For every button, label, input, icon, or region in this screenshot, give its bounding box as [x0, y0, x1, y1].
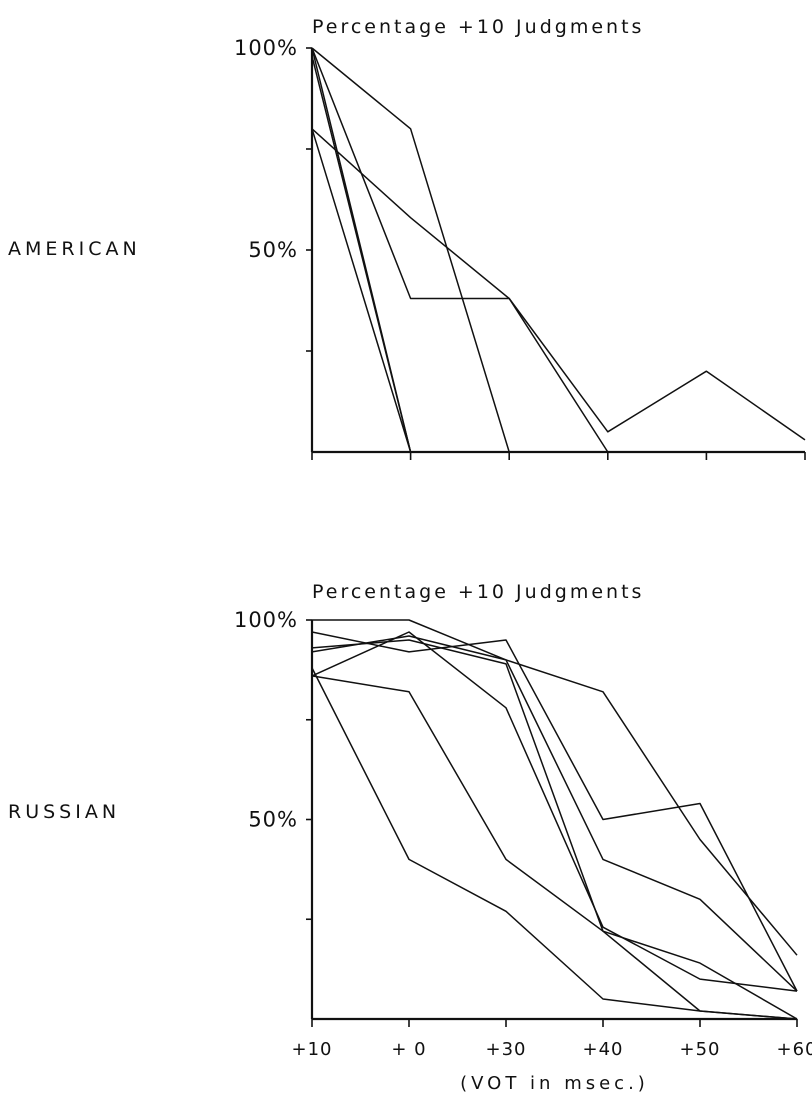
chart-0-y-tick-label: 50% [248, 238, 298, 262]
chart-0-panel: AMERICAN Percentage +10 Judgments 100% 50% [8, 16, 806, 460]
chart-1-title: Percentage +10 Judgments [312, 581, 644, 603]
chart-1-series-line-5 [311, 675, 798, 1020]
chart-1-x-axis-label: (VOT in msec.) [460, 1073, 649, 1094]
chart-0-series-line-3 [311, 128, 806, 441]
chart-0-y-tick-label: 100% [234, 36, 298, 60]
chart-1-x-tick-label: +30 [486, 1039, 527, 1060]
chart-1-y-tick-label: 100% [234, 608, 298, 632]
chart-1-y-tick-label: 50% [248, 808, 298, 832]
chart-0-series-line-5 [311, 128, 805, 453]
chart-1-series-line-3 [311, 635, 798, 992]
chart-1-x-tick-label: +10 [292, 1039, 333, 1060]
chart-1-series-line-6 [311, 667, 798, 1020]
chart-1-series-line-7 [311, 639, 798, 1020]
chart-1-series-line-4 [311, 631, 798, 992]
chart-0-series-line-1 [311, 47, 805, 453]
chart-1-series-line-1 [312, 619, 798, 956]
chart-1-x-tick-label: +40 [583, 1039, 624, 1060]
chart-1-group-label: RUSSIAN [8, 801, 120, 823]
chart-1-panel: RUSSIAN Percentage +10 Judgments 100% 50% +1… [8, 581, 812, 1094]
chart-1-x-tick-label: +60 [777, 1039, 812, 1060]
chart-1-series-line-2 [311, 631, 798, 992]
chart-0-group-label: AMERICAN [8, 238, 141, 260]
chart-0-title: Percentage +10 Judgments [312, 16, 644, 38]
chart-1-x-tick-label: +50 [680, 1039, 721, 1060]
chart-1-x-tick-label: + 0 [391, 1039, 426, 1060]
chart-0-series-line-6 [311, 55, 805, 453]
